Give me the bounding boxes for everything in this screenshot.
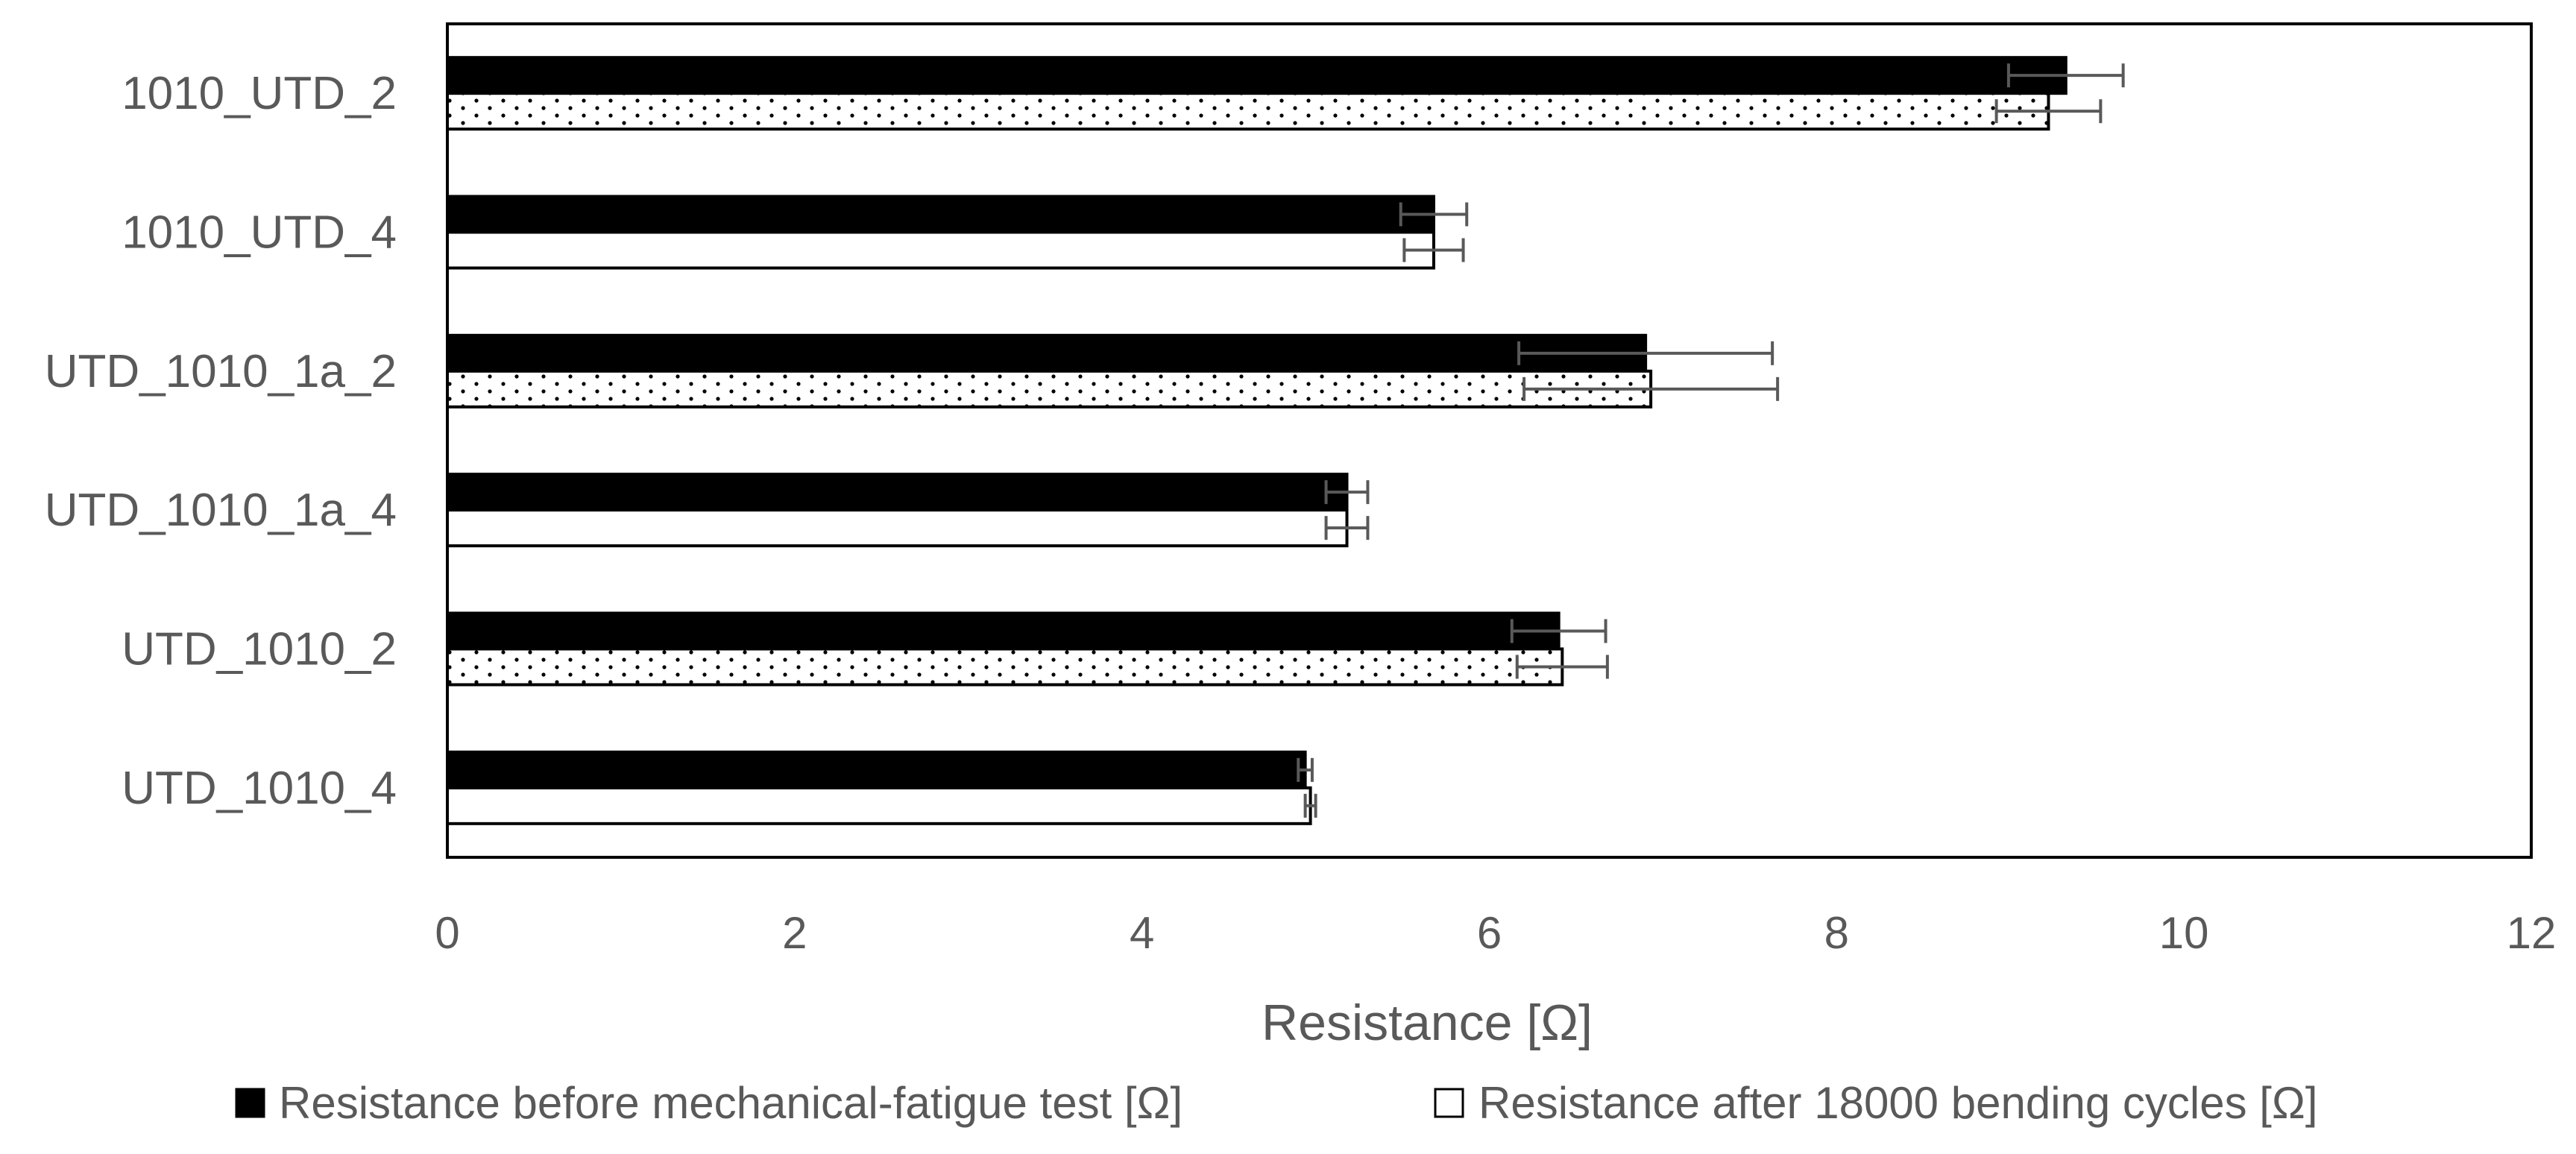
x-tick-label: 10 xyxy=(2159,908,2209,958)
bar-before xyxy=(446,750,1307,789)
legend-swatch-after xyxy=(1434,1088,1464,1118)
x-tick-label: 8 xyxy=(1824,908,1849,958)
bar-after xyxy=(446,369,1653,409)
plot-area xyxy=(446,22,2533,859)
x-tick-label: 0 xyxy=(435,908,459,958)
bar-after xyxy=(446,230,1435,270)
error-bars-group xyxy=(1297,63,2125,818)
bar-after xyxy=(446,786,1312,825)
bar-before xyxy=(446,195,1435,234)
bar-after xyxy=(446,92,2050,131)
category-label: UTD_1010_1a_2 xyxy=(45,346,397,397)
x-tick-label: 4 xyxy=(1130,908,1154,958)
error-bar xyxy=(1324,516,1370,540)
x-tick-label: 6 xyxy=(1477,908,1502,958)
bars-group xyxy=(446,56,2068,825)
error-bar xyxy=(1515,655,1609,679)
category-labels: 1010_UTD_2 1010_UTD_4 UTD_1010_1a_2 UTD_101… xyxy=(45,68,397,814)
category-label: UTD_1010_2 xyxy=(122,624,397,675)
x-tick-label: 2 xyxy=(782,908,807,958)
error-bar xyxy=(1517,341,1774,365)
bar-before xyxy=(446,333,1648,373)
bar-before xyxy=(446,473,1349,512)
error-bar xyxy=(1510,619,1607,643)
legend: Resistance before mechanical-fatigue tes… xyxy=(235,1078,2318,1128)
bar-before xyxy=(446,56,2068,95)
error-bar xyxy=(1399,202,1469,227)
bar-before xyxy=(446,611,1561,651)
error-bar xyxy=(2006,63,2125,88)
legend-label-after: Resistance after 18000 bending cycles [Ω… xyxy=(1478,1078,2318,1128)
bar-after xyxy=(446,647,1564,687)
x-tick-label: 12 xyxy=(2507,908,2557,958)
bar-after xyxy=(446,508,1349,548)
category-label: UTD_1010_1a_4 xyxy=(45,485,397,536)
category-label: 1010_UTD_2 xyxy=(122,68,397,119)
legend-label-before: Resistance before mechanical-fatigue tes… xyxy=(279,1078,1182,1128)
x-tick-labels: 0 2 4 6 8 10 12 xyxy=(435,908,2556,958)
error-bar xyxy=(1297,757,1314,782)
legend-swatch-before xyxy=(235,1088,265,1118)
category-label: UTD_1010_4 xyxy=(122,763,397,814)
x-axis-title: Resistance [Ω] xyxy=(1262,994,1593,1051)
error-bar xyxy=(1994,99,2103,124)
category-label: 1010_UTD_4 xyxy=(122,207,397,259)
error-bar xyxy=(1324,480,1370,505)
error-bar xyxy=(1522,376,1780,401)
error-bar xyxy=(1402,238,1465,262)
error-bar xyxy=(1303,793,1317,818)
